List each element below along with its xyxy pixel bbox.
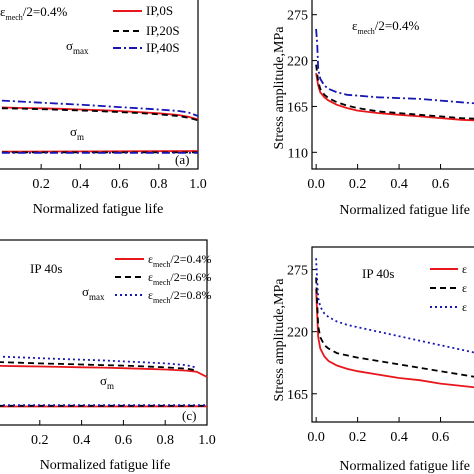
legend-d-label-2: ε [462, 300, 467, 314]
panel-b-ytick-label-2: 220 [287, 55, 308, 70]
panel-d-xtick-label-1: 0.2 [349, 430, 367, 445]
panel-d-xtick-label-3: 0.6 [432, 430, 450, 445]
panel-c-frame [0, 239, 208, 426]
panel-c-sigma-max-label: σmax [82, 284, 105, 302]
panel-c-xtick-label-1: 0.4 [73, 433, 91, 448]
panel-d-series-2 [315, 258, 474, 354]
panel-c-label: (c) [182, 408, 196, 423]
legend-d-label-1: ε [462, 281, 467, 295]
panel-b-xtick-label-1: 0.2 [349, 177, 367, 192]
panel-a-xtick-label-1: 0.4 [72, 177, 90, 192]
panel-d-text-label: IP 40s [362, 266, 394, 281]
panel-d-ylabel: Stress amplitude,MPa [272, 278, 287, 402]
panel-a-sigma-m-label: σm [70, 124, 84, 142]
panel-a-series-3-sigma-m [1, 150, 199, 153]
panel-d-ytick-label-0: 165 [287, 388, 308, 403]
panel-b-ylabel: Stress amplitude,MPa [272, 26, 287, 150]
panel-a-xlabel: Normalized fatigue life [33, 202, 164, 217]
legend-a-label-0: IP,0S [146, 3, 173, 18]
panel-a-xtick-label-4: 1.0 [189, 177, 207, 192]
legend-c-label-0: εmech/2=0.4% [148, 252, 211, 269]
panel-b-ytick-label-0: 110 [288, 146, 308, 161]
panel-d-legend: ε ε ε [430, 262, 467, 314]
panel-c-series-0-sigma-max [0, 364, 208, 378]
panel-d-xlabel: Normalized fatigue life [339, 459, 470, 474]
panel-d-ytick-label-2: 275 [287, 264, 308, 279]
legend-a-label-2: IP,40S [146, 40, 180, 55]
tick-marks: 0.2 0.4 0.6 0.8 1.0 0.0 0.2 0.4 0.6 110 165 220 275 0… [31, 9, 449, 448]
panel-b-frame [311, 0, 474, 170]
panel-b-series-1 [315, 64, 474, 120]
series-layer [0, 28, 474, 408]
legend-a-label-1: IP,20S [146, 23, 180, 38]
panel-a-xtick-label-3: 0.8 [150, 177, 168, 192]
panel-a-xtick-label-2: 0.6 [111, 177, 129, 192]
panel-d-series-0 [315, 288, 474, 389]
panel-a-series-2-sigma-max [1, 99, 199, 117]
panel-b-xtick-label-0: 0.0 [307, 177, 325, 192]
panel-a-label: (a) [175, 152, 189, 167]
panel-b-series-0 [315, 72, 474, 122]
panel-b-series-2 [315, 28, 474, 105]
panel-a-xtick-label-0: 0.2 [32, 177, 50, 192]
panel-c-text-label: IP 40s [30, 261, 62, 276]
panel-a-frame [0, 0, 199, 170]
panel-b-xlabel: Normalized fatigue life [339, 203, 470, 218]
panel-b-xtick-label-2: 0.4 [390, 177, 408, 192]
panel-b-ytick-label-1: 165 [287, 100, 308, 115]
legend-c-label-2: εmech/2=0.8% [148, 288, 211, 305]
panel-c-xtick-label-3: 0.8 [156, 433, 174, 448]
panel-a-sigma-max-label: σmax [66, 38, 89, 56]
panel-d-ytick-label-1: 220 [287, 326, 308, 341]
panel-d-series-1 [315, 277, 474, 378]
panel-b-xtick-label-3: 0.6 [432, 177, 450, 192]
panel-a-legend: εmech/2=0.4% IP,0S IP,20S IP,40S [0, 3, 180, 55]
legend-c-label-1: εmech/2=0.6% [148, 270, 211, 287]
panel-b-ytick-label-3: 275 [287, 9, 308, 24]
panel-b-legend-title: εmech/2=0.4% [352, 18, 419, 36]
panel-c-xlabel: Normalized fatigue life [40, 458, 171, 473]
panel-a-series-0-sigma-max [1, 106, 199, 121]
panel-c-legend: εmech/2=0.4% εmech/2=0.6% εmech/2=0.8% [115, 252, 211, 305]
panel-d-frame [311, 246, 474, 423]
panel-d-xtick-label-0: 0.0 [307, 430, 325, 445]
panel-d-xtick-label-2: 0.4 [390, 430, 408, 445]
legend-a-title: εmech/2=0.4% [0, 4, 67, 22]
panel-c-series-1-sigma-max [0, 361, 197, 372]
panel-c-xtick-label-4: 1.0 [198, 433, 216, 448]
panel-c-xtick-label-0: 0.2 [31, 433, 49, 448]
panel-a-series-1-sigma-max [1, 107, 199, 122]
panel-c-xtick-label-2: 0.6 [115, 433, 133, 448]
legend-d-label-0: ε [462, 262, 467, 276]
panel-c-sigma-m-label: σm [100, 373, 114, 391]
